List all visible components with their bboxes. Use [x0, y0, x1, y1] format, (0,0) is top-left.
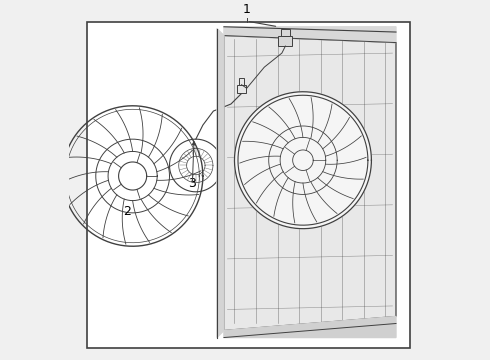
Polygon shape — [224, 27, 396, 42]
Bar — [237, 85, 246, 94]
Polygon shape — [217, 28, 224, 338]
Circle shape — [235, 92, 371, 229]
Polygon shape — [224, 36, 396, 330]
Bar — [281, 28, 290, 36]
Polygon shape — [224, 316, 396, 338]
Text: 2: 2 — [123, 204, 131, 218]
Bar — [278, 36, 293, 46]
Text: 1: 1 — [243, 3, 251, 16]
Text: 3: 3 — [188, 176, 196, 189]
Bar — [239, 78, 245, 85]
